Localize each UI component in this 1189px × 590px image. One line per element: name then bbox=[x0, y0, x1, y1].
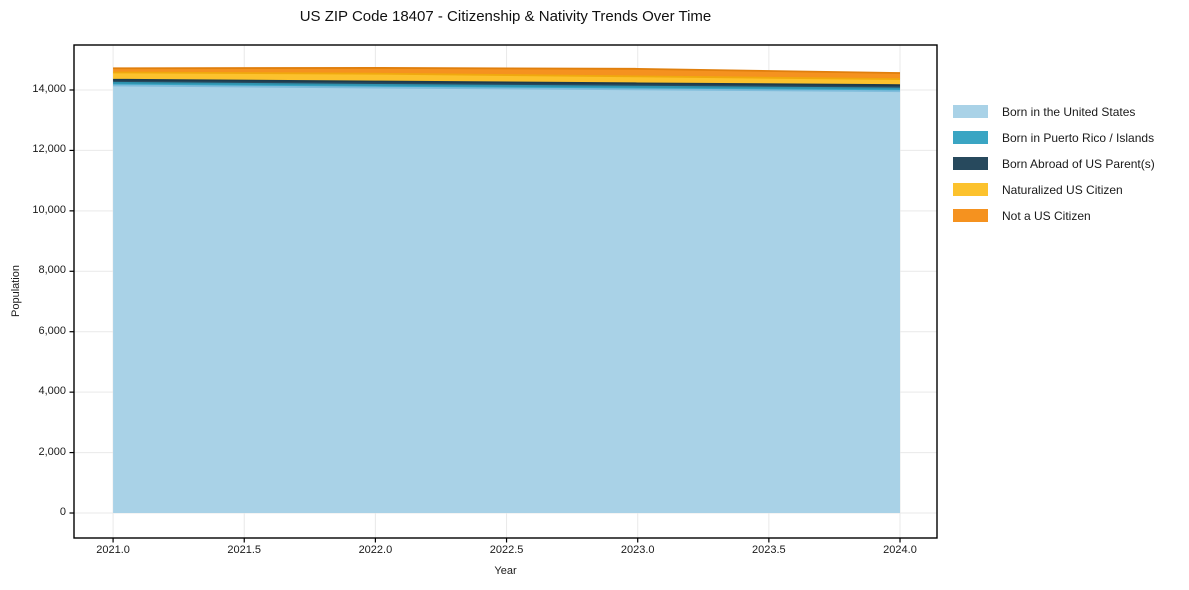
x-tick-label: 2022.0 bbox=[358, 544, 393, 556]
legend-item: Born in the United States bbox=[953, 104, 1155, 119]
legend-swatch bbox=[953, 183, 988, 196]
edge-line-born-in-puerto-rico-islands bbox=[113, 81, 901, 90]
x-tick-label: 2022.5 bbox=[489, 544, 524, 556]
legend-label: Born in the United States bbox=[1002, 104, 1136, 119]
plot-border bbox=[73, 44, 938, 539]
y-tick-label: 14,000 bbox=[32, 82, 66, 95]
legend-swatch bbox=[953, 105, 988, 118]
edge-line-born-abroad-of-us-parent-s- bbox=[113, 78, 901, 87]
y-tick-label: 12,000 bbox=[32, 143, 66, 156]
x-tick-label: 2023.5 bbox=[752, 544, 786, 556]
legend-label: Not a US Citizen bbox=[1002, 208, 1091, 223]
y-tick-label: 6,000 bbox=[38, 324, 66, 337]
y-tick-label: 4,000 bbox=[38, 385, 66, 398]
y-tick-label: 8,000 bbox=[38, 264, 66, 277]
x-tick-label: 2021.5 bbox=[227, 544, 262, 556]
legend-swatch bbox=[953, 131, 988, 144]
edge-line-born-in-the-united-states bbox=[113, 84, 901, 93]
y-tick-label: 10,000 bbox=[32, 203, 66, 216]
legend-swatch bbox=[953, 209, 988, 222]
x-axis-label: Year bbox=[494, 565, 517, 577]
chart-title: US ZIP Code 18407 - Citizenship & Nativi… bbox=[299, 8, 712, 25]
area-born-in-the-united-states bbox=[113, 85, 901, 514]
legend-label: Naturalized US Citizen bbox=[1002, 182, 1123, 197]
legend-item: Born in Puerto Rico / Islands bbox=[953, 130, 1155, 145]
x-tick-label: 2024.0 bbox=[883, 544, 917, 556]
y-tick-label: 0 bbox=[59, 506, 66, 518]
legend-item: Born Abroad of US Parent(s) bbox=[953, 156, 1155, 171]
legend-item: Not a US Citizen bbox=[953, 208, 1155, 223]
legend-label: Born in Puerto Rico / Islands bbox=[1002, 130, 1155, 145]
legend: Born in the United States Born in Puerto … bbox=[953, 105, 1155, 235]
legend-label: Born Abroad of US Parent(s) bbox=[1002, 156, 1155, 171]
edge-line-not-a-us-citizen bbox=[113, 67, 901, 74]
y-tick-label: 2,000 bbox=[38, 445, 66, 458]
y-axis-label: Population bbox=[10, 265, 22, 317]
legend-swatch bbox=[953, 157, 988, 170]
area-naturalized-us-citizen bbox=[113, 72, 901, 86]
x-tick-label: 2021.0 bbox=[96, 544, 130, 556]
x-tick-label: 2023.0 bbox=[620, 544, 655, 556]
legend-item: Naturalized US Citizen bbox=[953, 182, 1155, 197]
edge-line-naturalized-us-citizen bbox=[113, 71, 901, 81]
